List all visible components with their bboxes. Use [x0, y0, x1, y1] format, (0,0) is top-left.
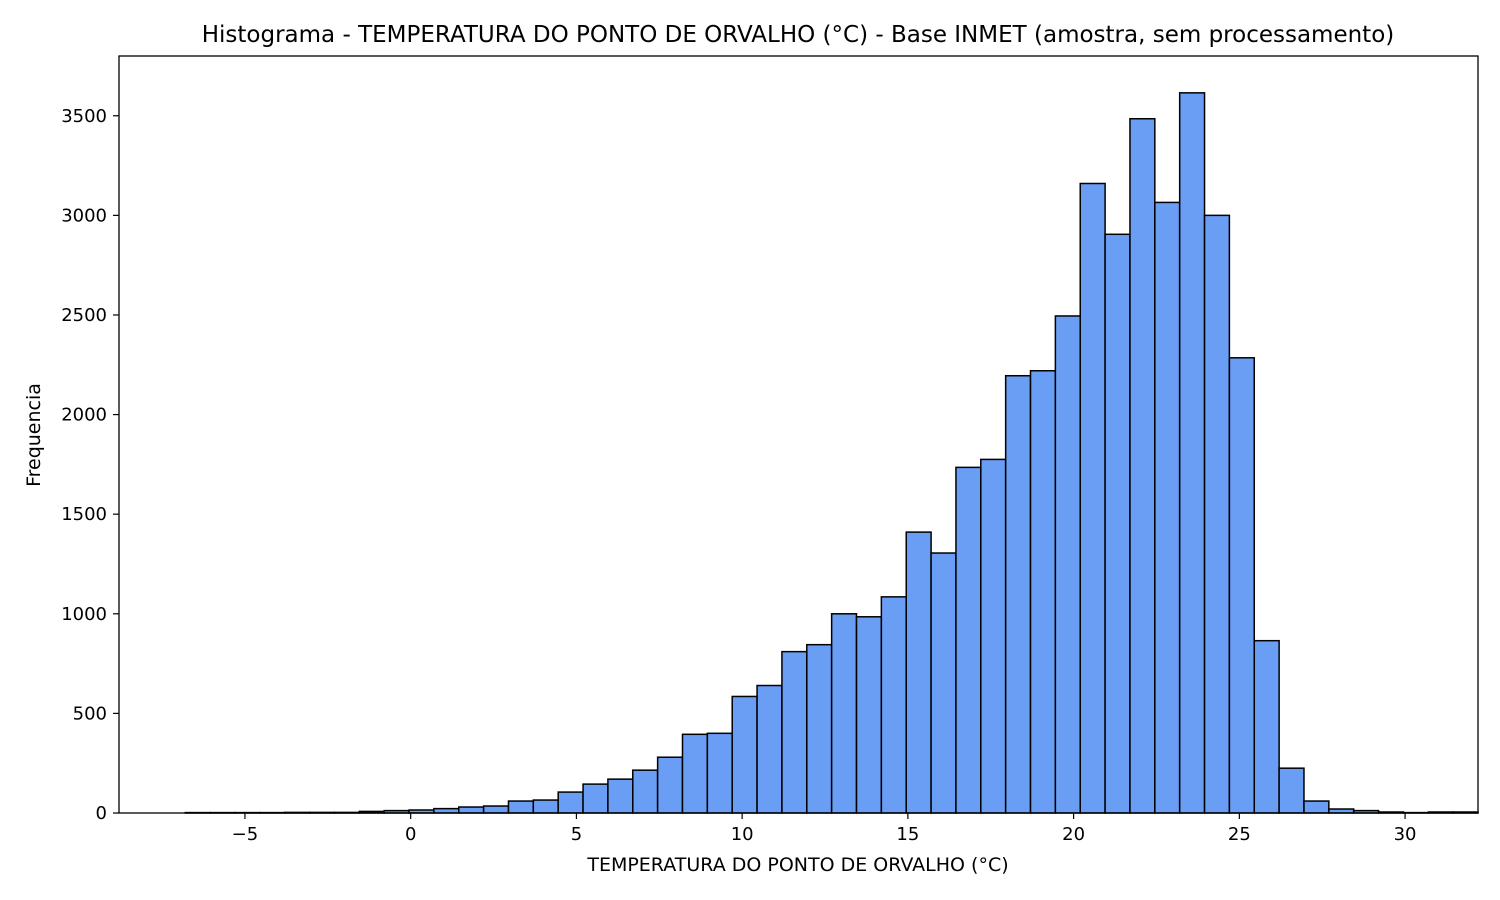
x-tick-label: 0 [405, 824, 416, 845]
histogram-bar [830, 613, 858, 814]
x-tick-label: 20 [1062, 824, 1085, 845]
histogram-bar [582, 783, 609, 814]
histogram-bar [1228, 357, 1256, 814]
plot-frame [118, 55, 1479, 814]
y-tick-label: 1000 [61, 604, 107, 625]
x-tick-label: −5 [232, 824, 259, 845]
histogram-bar [880, 596, 907, 814]
histogram-bar [507, 800, 535, 814]
histogram-bar [731, 695, 758, 814]
histogram-bar [1129, 118, 1156, 814]
y-tick-label: 2500 [61, 305, 107, 326]
x-tick-label: 15 [896, 824, 919, 845]
histogram-bar [756, 684, 783, 814]
y-tick-label: 3500 [61, 106, 107, 127]
histogram-bar [955, 466, 982, 814]
histogram-bar [980, 458, 1007, 814]
bars-group [184, 92, 1479, 814]
histogram-bar [806, 643, 833, 814]
x-tick-label: 30 [1394, 824, 1417, 845]
x-tick-label: 25 [1228, 824, 1251, 845]
histogram-bar [458, 806, 485, 814]
histogram-bar [607, 778, 634, 814]
histogram-bar [905, 531, 932, 814]
y-tick-label: 3000 [61, 205, 107, 226]
x-axis: −5 0 5 10 15 20 25 30 [232, 813, 1417, 845]
histogram-bar [1154, 201, 1181, 814]
histogram-bar [532, 799, 559, 814]
histogram-bar [1278, 767, 1305, 814]
histogram-bar [1079, 182, 1106, 814]
histogram-bar [433, 807, 460, 814]
histogram-bar [1178, 92, 1206, 814]
y-tick-label: 1500 [61, 504, 107, 525]
histogram-bar [930, 552, 957, 814]
histogram-bar [557, 791, 584, 814]
histogram-bar [1303, 800, 1330, 814]
histogram-bar [706, 732, 733, 814]
histogram-bar [656, 756, 684, 814]
x-tick-label: 5 [571, 824, 582, 845]
x-axis-label: TEMPERATURA DO PONTO DE ORVALHO (°C) [586, 854, 1008, 876]
histogram-bar [781, 650, 808, 814]
histogram-bar [1253, 639, 1280, 814]
histogram-bar [482, 805, 510, 814]
histogram-bar [855, 616, 883, 814]
histogram-bar [1004, 374, 1032, 814]
histogram-bar [1203, 214, 1231, 814]
y-axis: 0 500 1000 1500 2000 2500 3000 3500 [61, 106, 119, 824]
y-tick-label: 500 [73, 703, 107, 724]
histogram-bar [632, 769, 659, 814]
y-tick-label: 0 [96, 803, 107, 824]
x-tick-label: 10 [731, 824, 754, 845]
histogram-bar [681, 733, 709, 814]
y-tick-label: 2000 [61, 405, 107, 426]
histogram-bar [1029, 370, 1057, 814]
y-axis-label: Frequencia [23, 383, 45, 487]
histogram-bar [1054, 315, 1081, 814]
histogram-bar [1104, 233, 1131, 814]
chart-title: Histograma - TEMPERATURA DO PONTO DE ORV… [202, 22, 1395, 48]
